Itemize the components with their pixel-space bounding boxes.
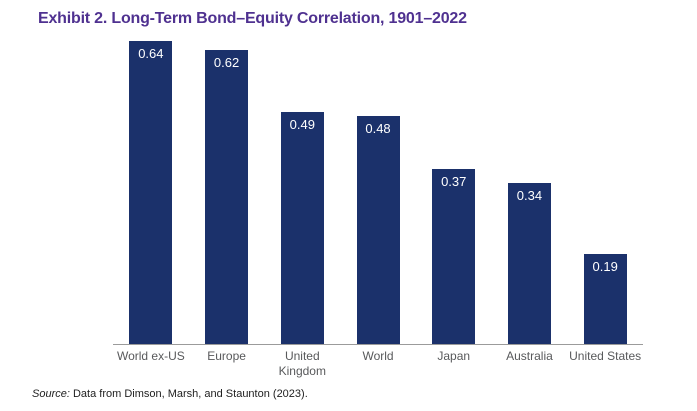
bar-value-label: 0.48 [365, 121, 391, 136]
category-label-slot: Europe [189, 349, 265, 379]
category-label: Europe [207, 349, 246, 363]
bar-slot: 0.49 [264, 36, 340, 344]
bar-value-label: 0.37 [441, 174, 467, 189]
bar-slot: 0.19 [567, 36, 643, 344]
bar: 0.34 [507, 183, 551, 344]
bar-slot: 0.37 [416, 36, 492, 344]
category-label-slot: Japan [416, 349, 492, 379]
category-label-slot: World [340, 349, 416, 379]
bar-slot: 0.48 [340, 36, 416, 344]
category-axis: World ex-US Europe United Kingdom World … [113, 349, 643, 379]
bar-value-label: 0.19 [592, 259, 618, 274]
category-label: World [362, 349, 394, 363]
bar-slot: 0.64 [113, 36, 189, 344]
category-label: Australia [506, 349, 553, 363]
chart-title: Exhibit 2. Long-Term Bond–Equity Correla… [38, 10, 467, 27]
plot-area: 0.64 0.62 0.49 0.48 0.37 0.34 0.19 [113, 36, 643, 345]
bar: 0.62 [205, 50, 249, 344]
bar: 0.37 [432, 169, 476, 344]
bar-slot: 0.34 [492, 36, 568, 344]
bar: 0.49 [280, 112, 324, 344]
category-label-slot: World ex-US [113, 349, 189, 379]
bar-value-label: 0.62 [213, 55, 240, 70]
category-label-slot: United States [567, 349, 643, 379]
bar-value-label: 0.49 [289, 117, 315, 132]
bar: 0.64 [129, 41, 173, 344]
category-label-slot: United Kingdom [264, 349, 340, 379]
category-label-slot: Australia [492, 349, 568, 379]
category-label: World ex-US [116, 349, 185, 363]
bar: 0.48 [356, 116, 400, 344]
source-note: Source: Data from Dimson, Marsh, and Sta… [32, 388, 308, 400]
source-prefix: Source: [32, 388, 70, 400]
bar-value-label: 0.34 [516, 188, 543, 203]
source-text: Data from Dimson, Marsh, and Staunton (2… [69, 388, 308, 400]
category-label: United Kingdom [278, 349, 326, 378]
bar: 0.19 [583, 254, 627, 344]
bar-slot: 0.62 [189, 36, 265, 344]
bar-value-label: 0.64 [138, 46, 164, 61]
category-label: United States [569, 349, 642, 363]
category-label: Japan [437, 349, 471, 363]
